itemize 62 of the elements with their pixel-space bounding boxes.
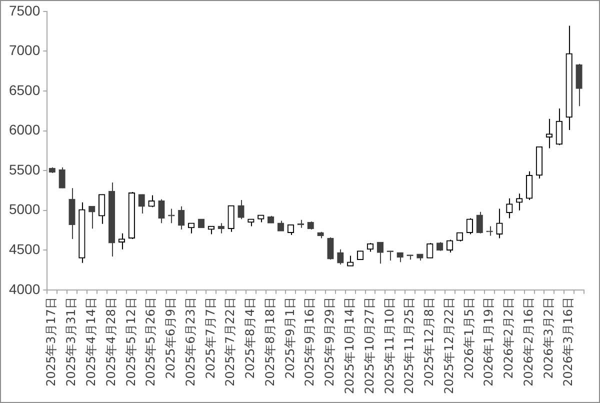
candlestick bbox=[238, 200, 244, 220]
x-tick-label: 2025年11月25日 bbox=[402, 296, 416, 394]
x-tick-label: 2025年12月8日 bbox=[422, 296, 436, 386]
candlestick bbox=[218, 222, 224, 234]
x-tick-label: 2025年10月14日 bbox=[342, 296, 356, 394]
candlestick bbox=[506, 198, 513, 219]
x-tick-label: 2025年12月22日 bbox=[442, 296, 456, 394]
x-tick-label: 2025年6月23日 bbox=[183, 296, 198, 386]
candlestick bbox=[158, 198, 165, 224]
x-tick-label: 2025年9月29日 bbox=[322, 296, 337, 386]
x-tick-label: 2026年3月2日 bbox=[541, 296, 556, 379]
y-tick-label: 7500 bbox=[8, 2, 40, 18]
candlestick bbox=[466, 218, 473, 235]
candlestick bbox=[148, 194, 155, 208]
x-tick-label: 2026年3月16日 bbox=[561, 296, 576, 386]
x-tick-label: 2026年1月19日 bbox=[482, 296, 496, 386]
x-tick-label: 2025年7月7日 bbox=[203, 296, 218, 379]
x-tick-label: 2025年4月14日 bbox=[84, 296, 98, 386]
y-tick-label: 6000 bbox=[8, 122, 40, 138]
y-tick-label: 5000 bbox=[8, 201, 40, 218]
y-tick-label: 5500 bbox=[8, 161, 40, 178]
x-tick-label: 2025年6月9日 bbox=[164, 296, 178, 379]
candlestick bbox=[88, 206, 96, 230]
candlestick bbox=[556, 108, 562, 146]
x-tick-label: 2025年9月1日 bbox=[282, 296, 297, 379]
x-tick-label: 2025年8月4日 bbox=[243, 296, 258, 379]
x-tick-label: 2025年3月17日 bbox=[44, 296, 58, 386]
x-tick-label: 2025年9月16日 bbox=[302, 296, 317, 386]
candlestick bbox=[486, 226, 493, 236]
candlestick bbox=[178, 206, 185, 230]
candlestick bbox=[98, 194, 106, 224]
candlestick bbox=[546, 118, 553, 149]
x-tick-label: 2025年5月26日 bbox=[144, 296, 158, 386]
candlestick bbox=[496, 208, 503, 239]
candlestick bbox=[526, 170, 533, 200]
candlestick bbox=[516, 193, 523, 211]
candlestick bbox=[476, 211, 483, 234]
candlestick bbox=[327, 236, 334, 260]
y-tick-label: 6500 bbox=[8, 82, 40, 98]
x-tick-label: 2026年2月16日 bbox=[521, 296, 536, 386]
candlestick bbox=[228, 205, 234, 232]
x-tick-label: 2025年7月22日 bbox=[223, 296, 238, 386]
y-tick-label: 7000 bbox=[8, 42, 40, 58]
x-tick-label: 2026年1月5日 bbox=[462, 296, 476, 379]
x-tick-label: 2026年2月2日 bbox=[502, 296, 516, 379]
x-tick-label: 2025年8月18日 bbox=[262, 296, 277, 386]
candlestick bbox=[58, 166, 66, 189]
candlestick bbox=[426, 242, 434, 259]
candlestick bbox=[396, 252, 404, 263]
candlestick bbox=[188, 222, 195, 234]
x-tick-label: 2025年3月31日 bbox=[64, 296, 78, 386]
y-tick-label: 4000 bbox=[8, 280, 40, 297]
candlestick bbox=[118, 232, 126, 250]
x-tick-label: 2025年10月27日 bbox=[362, 296, 376, 394]
x-tick-label: 2025年4月28日 bbox=[104, 296, 118, 386]
candlestick bbox=[287, 224, 294, 236]
candlestick bbox=[576, 63, 582, 107]
y-tick-label: 4500 bbox=[8, 240, 40, 257]
x-tick-label: 2025年11月10日 bbox=[382, 296, 396, 394]
candlestick bbox=[168, 208, 175, 224]
x-tick-label: 2025年5月12日 bbox=[124, 296, 138, 386]
candlestick bbox=[138, 194, 145, 214]
